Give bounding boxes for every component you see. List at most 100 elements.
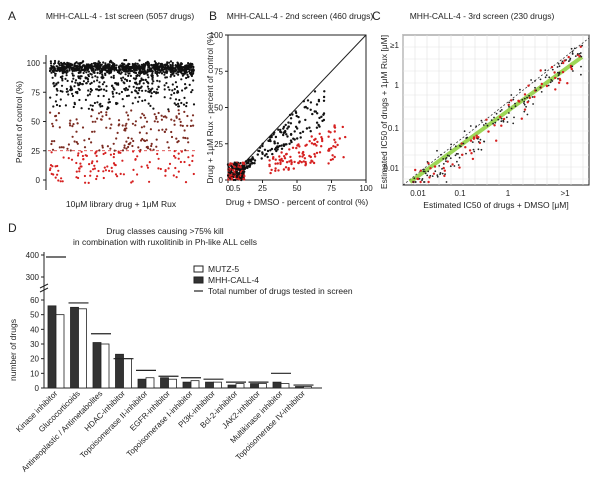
panel-a-point [49, 96, 52, 99]
panel-a-point [90, 162, 93, 165]
bar-mutz-5 [78, 308, 87, 389]
panel-a-point [187, 156, 190, 159]
panel-a-point [69, 85, 72, 88]
panel-a-point [66, 147, 69, 150]
panel-a-point [120, 77, 123, 80]
panel-c-point [571, 53, 574, 55]
panel-b-point [298, 155, 301, 158]
panel-a-point [143, 125, 146, 128]
panel-b-point [336, 143, 339, 147]
panel-c-point [464, 146, 467, 149]
panel-a-point [190, 69, 194, 72]
panel-a-point [177, 157, 180, 160]
panel-a-point [97, 94, 100, 98]
panel-c-point [462, 142, 465, 145]
panel-a-point [108, 169, 111, 172]
panel-c-point [438, 165, 441, 167]
bar-mhh-call-4 [92, 342, 102, 389]
panel-a-point [91, 120, 94, 123]
panel-b-point [313, 155, 317, 158]
panel-c-point [569, 59, 571, 61]
panel-a-point [173, 119, 176, 122]
panel-c-point [581, 44, 583, 47]
panel-c-point [545, 74, 548, 76]
panel-a-point [68, 122, 71, 125]
panel-a-point [123, 146, 126, 149]
panel-a-point [102, 152, 105, 156]
panel-a-point [80, 107, 83, 110]
panel-a-point [67, 157, 70, 160]
panel-a-point [135, 77, 138, 80]
panel-a-point [60, 177, 63, 180]
panel-a-point [55, 103, 59, 107]
panel-a-point [105, 111, 108, 114]
panel-a-point [150, 142, 153, 145]
panel-a-point [170, 68, 173, 71]
panel-a-point [186, 76, 190, 79]
panel-b-point [310, 142, 314, 145]
panel-c-y-tick-label: 1 [395, 81, 400, 90]
panel-b-point [278, 155, 281, 158]
panel-c-point [443, 169, 446, 172]
panel-a-point [80, 68, 83, 71]
panel-a-point [174, 156, 177, 159]
bar-mhh-call-4 [227, 384, 237, 389]
panel-a-point [182, 73, 185, 76]
panel-a-point [173, 92, 176, 95]
panel-a-point [112, 76, 115, 79]
panel-a-point [55, 93, 58, 96]
panel-a-point [73, 67, 76, 70]
panel-a-point [143, 63, 147, 66]
panel-b-point [315, 121, 319, 124]
panel-a-point [54, 74, 57, 77]
panel-b-point [301, 130, 305, 133]
panel-a-point [192, 79, 195, 82]
panel-b-point [229, 171, 232, 174]
legend-label-total: Total number of drugs tested in screen [208, 286, 353, 296]
panel-a-point [70, 158, 74, 161]
panel-a-point [167, 110, 170, 113]
panel-b-point [330, 147, 333, 150]
panel-b-point [289, 139, 293, 142]
panel-b-point [318, 132, 321, 135]
panel-a-point [123, 144, 126, 147]
panel-d-y-tick-label: 20 [30, 355, 39, 364]
panel-a-point [51, 148, 55, 151]
panel-c-point [449, 148, 452, 151]
panel-b-y-label: Drug + 1μM Rux - percent of control (%) [205, 32, 215, 183]
panel-c-point [520, 117, 523, 120]
panel-a-point [118, 92, 121, 95]
panel-a-point [59, 180, 62, 183]
panel-a-point [61, 63, 64, 66]
panel-d-y-tick-label: 30 [30, 340, 39, 349]
panel-c-point [510, 94, 513, 96]
panel-a-point [75, 161, 78, 165]
panel-c-point [508, 105, 510, 108]
panel-b-point [289, 155, 292, 159]
panel-c-point [477, 136, 480, 139]
panel-a-point [144, 99, 147, 102]
panel-a-point [66, 61, 69, 64]
panel-a-point [109, 127, 112, 130]
panel-a-point [163, 84, 166, 87]
panel-b-point [274, 162, 277, 165]
panel-a-point [179, 124, 182, 127]
panel-b-point [250, 162, 253, 165]
panel-c-point [441, 172, 444, 175]
panel-c-point [482, 124, 485, 126]
panel-b-point [270, 168, 273, 172]
bar-mhh-call-4 [182, 381, 192, 389]
panel-a-point [69, 119, 72, 122]
panel-a-point [64, 66, 67, 69]
panel-a-point [136, 155, 139, 158]
panel-a-point [51, 122, 54, 125]
panel-a-point [96, 88, 99, 91]
panel-a-point [147, 90, 150, 93]
panel-a-point [170, 135, 174, 139]
panel-a-point [111, 170, 114, 173]
panel-a-point [87, 73, 90, 76]
panel-d-title-line2: in combination with ruxolitinib in Ph-li… [73, 237, 257, 247]
panel-b-identity-line [227, 34, 367, 181]
panel-c-ticks: 0.01 0.1 1 >1 0.01 0.1 1 ≥1 [383, 41, 570, 198]
